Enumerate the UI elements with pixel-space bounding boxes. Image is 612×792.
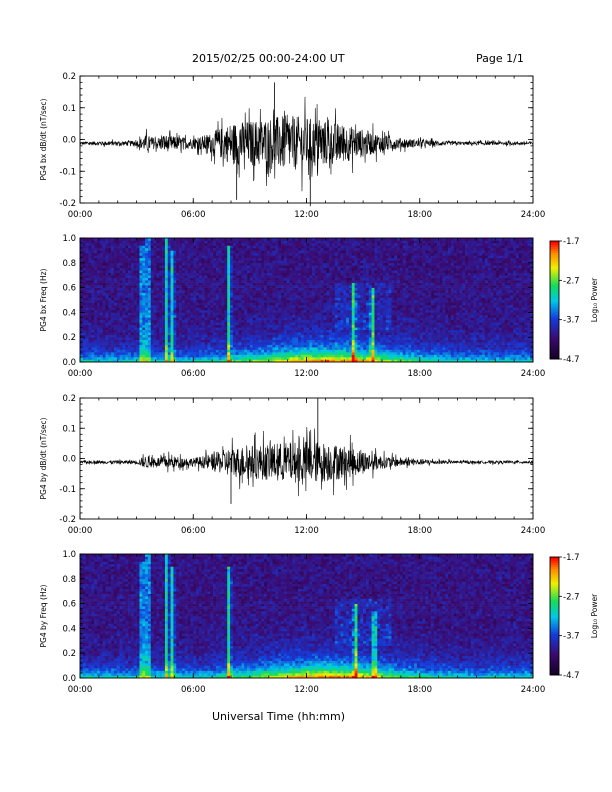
panel-2-xtick-label: 12:00 — [294, 526, 319, 536]
panel-0-ytick-label: -0.1 — [59, 167, 76, 177]
panel-3-colorbar-tick: -1.7 — [563, 553, 580, 563]
panel-0-ytick-label: 0.0 — [62, 136, 76, 146]
page-title: 2015/02/25 00:00-24:00 UT — [192, 52, 345, 65]
panel-2-xtick-label: 00:00 — [68, 526, 93, 536]
panel-3-axes: 00:00 06:00 12:00 18:00 24:00 0.0 0.2 0.4 0.6 0.8… — [39, 550, 545, 695]
panel-0-series-line — [79, 96, 534, 192]
panel-2-ytick-label: 0.1 — [62, 424, 76, 434]
panel-3-xtick-label: 24:00 — [521, 685, 546, 695]
panel-1-colorbar-tick: -1.7 — [563, 237, 580, 247]
panel-2-axes: 00:00 06:00 12:00 18:00 24:00 -0.2 -0.1 0.0 0.1 0… — [39, 394, 545, 536]
panel-2-ylabel: PG4 by dB/dt (nT/sec) — [39, 417, 48, 499]
panel-1-colorbar-label: Log₁₀ Power — [590, 277, 599, 322]
panel-0-ytick-label: -0.2 — [59, 199, 76, 209]
panel-0-xtick-label: 18:00 — [408, 210, 433, 220]
panel-3-xtick-label: 00:00 — [68, 685, 93, 695]
panel-0-xtick-label: 24:00 — [521, 210, 546, 220]
panel-3-colorbar-label: Log₁₀ Power — [590, 593, 599, 638]
panel-3-ytick-label: 0.8 — [62, 575, 76, 585]
panel-3-colorbar-tick: -2.7 — [563, 592, 580, 602]
panel-1-colorbar-tick: -2.7 — [563, 276, 580, 286]
panel-1-xtick-label: 18:00 — [408, 369, 433, 379]
panel-3-ytick-label: 0.4 — [62, 624, 76, 634]
panel-3-colorbar-tick: -3.7 — [563, 632, 580, 642]
panel-2-xtick-label: 24:00 — [521, 526, 546, 536]
panel-3-heatmap — [80, 554, 534, 679]
panel-0-ylabel: PG4 bx dB/dt (nT/sec) — [39, 98, 48, 180]
panel-3-ytick-label: 0.6 — [62, 600, 76, 610]
panel-1-ytick-label: 0.4 — [62, 308, 76, 318]
panel-3-ytick-label: 0.2 — [62, 649, 76, 659]
panel-1-ylabel: PG4 bx Freq (Hz) — [39, 268, 48, 331]
panel-0-xtick-label: 00:00 — [68, 210, 93, 220]
panel-3-ylabel: PG4 by Freq (Hz) — [39, 584, 48, 647]
panel-3-xtick-label: 18:00 — [408, 685, 433, 695]
panel-1-ytick-label: 0.2 — [62, 333, 76, 343]
panel-1-xtick-label: 06:00 — [181, 369, 206, 379]
panel-1-xtick-label: 12:00 — [294, 369, 319, 379]
panel-1-xtick-label: 00:00 — [68, 369, 93, 379]
panel-0-frame — [79, 75, 534, 204]
panel-1-ytick-label: 0.8 — [62, 259, 76, 269]
panel-2-ytick-label: -0.1 — [59, 485, 76, 495]
panel-2-series-line — [79, 427, 534, 497]
panel-2-ytick-label: 0.0 — [62, 455, 76, 465]
panel-1-ytick-label: 0.6 — [62, 284, 76, 294]
panel-1-axes: 00:00 06:00 12:00 18:00 24:00 0.0 0.2 0.4 0.6 0.8… — [39, 234, 545, 379]
panel-0-xtick-label: 12:00 — [294, 210, 319, 220]
panel-1-colorbar-tick: -4.7 — [563, 355, 580, 365]
panel-3-xtick-label: 12:00 — [294, 685, 319, 695]
panel-1-colorbar-tick: -3.7 — [563, 316, 580, 326]
page-number: Page 1/1 — [476, 52, 524, 65]
x-axis-title: Universal Time (hh:mm) — [212, 710, 345, 723]
panel-3-xtick-label: 06:00 — [181, 685, 206, 695]
panel-1-colorbar: -1.7 -2.7 -3.7 -4.7 Log₁₀ Power — [549, 237, 599, 365]
panel-3-colorbar-tick: -4.7 — [563, 671, 580, 681]
panel-3-colorbar: -1.7 -2.7 -3.7 -4.7 Log₁₀ Power — [549, 553, 599, 681]
panel-3-ytick-label: 0.0 — [62, 674, 76, 684]
panel-1-xtick-label: 24:00 — [521, 369, 546, 379]
panel-2-ytick-label: -0.2 — [59, 515, 76, 525]
panel-0-xtick-label: 06:00 — [181, 210, 206, 220]
panel-3-ytick-label: 1.0 — [62, 550, 76, 560]
panel-2-ytick-label: 0.2 — [62, 394, 76, 404]
panel-0-ytick-label: 0.2 — [62, 72, 76, 82]
panel-0-ytick-label: 0.1 — [62, 104, 76, 114]
panel-0-axes: 00:00 06:00 12:00 18:00 24:00 -0.2 -0.1 0.0 0.1 0… — [39, 72, 545, 220]
panel-2-xtick-label: 06:00 — [181, 526, 206, 536]
panel-2-xtick-label: 18:00 — [408, 526, 433, 536]
panel-1-ytick-label: 1.0 — [62, 234, 76, 244]
panel-1-ytick-label: 0.0 — [62, 358, 76, 368]
panel-1-heatmap — [80, 238, 534, 363]
